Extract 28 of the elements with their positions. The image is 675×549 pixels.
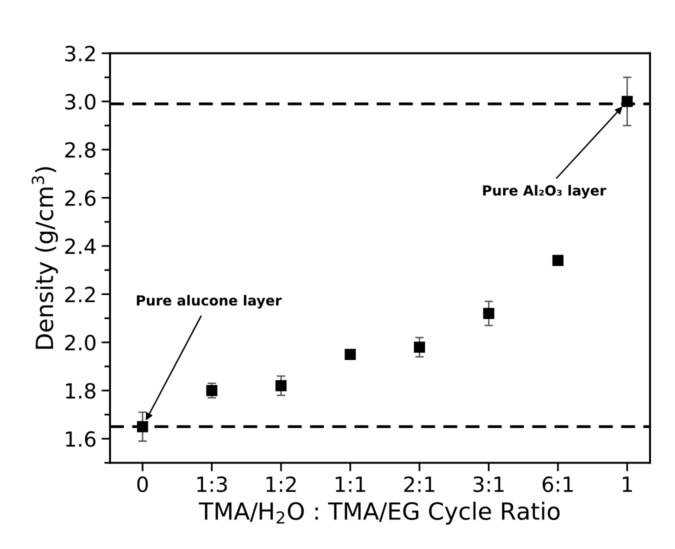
y-tick-label: 1.8 xyxy=(66,382,96,399)
x-tick-label: 0 xyxy=(137,476,148,492)
point xyxy=(552,254,564,266)
annotation: Pure Al₂O₃ layer xyxy=(483,184,606,198)
point xyxy=(414,342,426,353)
x-tick-label: 1:3 xyxy=(197,476,227,492)
y-tick-label: 2.0 xyxy=(65,334,96,351)
x-tick-label: 1:2 xyxy=(266,476,296,492)
y-tick-label: 3.0 xyxy=(65,94,96,110)
point xyxy=(483,308,494,319)
x-tick-label: 2:1 xyxy=(404,476,434,492)
x-tick-label: 1:1 xyxy=(336,476,366,492)
x-tick-label: 3:1 xyxy=(474,476,504,492)
annotation: Pure alucone layer xyxy=(136,294,282,308)
x-tick-label: 6:1 xyxy=(542,476,573,492)
y-tick-label: 3.2 xyxy=(65,46,95,62)
x-axis-title: TMA/H$_{2}$O : TMA/EG Cycle Ratio xyxy=(198,502,560,525)
y-tick-label: 2.6 xyxy=(65,190,96,206)
point xyxy=(622,96,633,107)
y-tick-label: 1.6 xyxy=(66,431,96,447)
y-tick-label: 2.4 xyxy=(65,238,96,254)
x-tick-label: 1 xyxy=(622,476,632,492)
point xyxy=(137,421,148,432)
y-tick-label: 2.8 xyxy=(65,142,96,158)
y-axis-title: Density (g/cm$^{3}$) xyxy=(32,167,58,349)
point xyxy=(275,380,287,392)
point xyxy=(344,348,356,360)
y-tick-label: 2.2 xyxy=(65,286,95,302)
